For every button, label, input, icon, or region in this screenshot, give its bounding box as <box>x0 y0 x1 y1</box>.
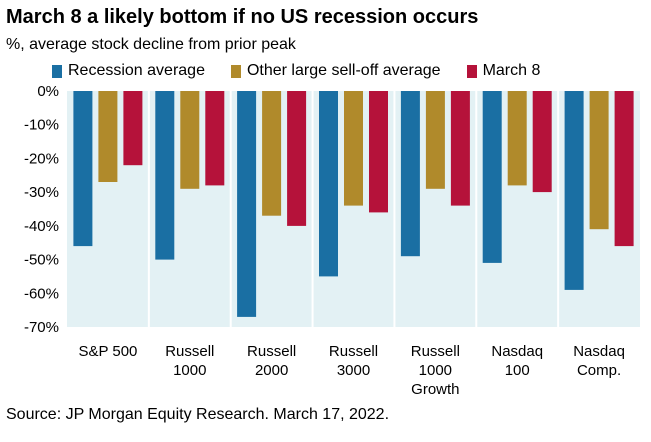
y-tick-label: -20% <box>24 150 59 167</box>
x-category-label: Russell 1000 Growth <box>411 343 460 398</box>
bar-other-selloff-3 <box>344 91 363 206</box>
y-tick-label: -60% <box>24 285 59 302</box>
x-axis-labels: S&P 500 Russell 1000 Russell 2000 Russell 3000… <box>78 343 624 398</box>
x-category-label-line: 100 <box>505 362 530 379</box>
x-category-label-line: S&P 500 <box>78 343 137 360</box>
bars <box>73 91 634 317</box>
x-category-label: Nasdaq 100 <box>491 343 543 379</box>
bar-march-8-0 <box>123 91 143 166</box>
legend: Recession average Other large sell-off a… <box>52 62 566 80</box>
legend-item-recession: Recession average <box>52 62 205 80</box>
y-tick-label: -10% <box>24 117 59 134</box>
bar-recession-0 <box>73 91 93 247</box>
legend-swatch-recession <box>52 64 62 78</box>
x-category-label: S&P 500 <box>78 343 137 360</box>
y-tick-label: 0% <box>37 83 59 100</box>
bar-march-8-6 <box>614 91 634 247</box>
legend-label-march-8: March 8 <box>482 62 541 79</box>
bar-other-selloff-6 <box>589 91 609 230</box>
source-note: Source: JP Morgan Equity Research. March… <box>6 406 390 423</box>
group-separators <box>147 91 560 327</box>
x-category-label: Russell 2000 <box>247 343 296 379</box>
x-category-label-line: Russell <box>247 343 296 360</box>
x-category-label-line: Comp. <box>577 362 621 379</box>
x-category-label-line: 2000 <box>255 362 288 379</box>
bar-other-selloff-0 <box>98 91 118 182</box>
bar-march-8-4 <box>450 91 470 206</box>
legend-swatch-other-selloff <box>230 64 241 78</box>
x-category-label: Russell 3000 <box>329 343 378 379</box>
bar-other-selloff-2 <box>262 91 282 216</box>
x-category-label-line: 1000 <box>419 362 452 379</box>
bar-recession-1 <box>155 91 175 260</box>
x-category-label-line: Russell <box>329 343 378 360</box>
legend-item-march-8: March 8 <box>466 62 541 80</box>
x-category-label-line: 3000 <box>337 362 370 379</box>
y-axis-ticks: 0% -10% -20% -30% -40% -50% -60% -70% <box>24 83 59 336</box>
bar-other-selloff-4 <box>425 91 445 189</box>
bar-march-8-2 <box>287 91 307 226</box>
legend-label-other-selloff: Other large sell-off average <box>246 62 441 79</box>
bar-march-8-1 <box>205 91 225 186</box>
bar-recession-5 <box>482 91 502 263</box>
bar-march-8-3 <box>369 91 388 213</box>
y-tick-label: -30% <box>24 184 59 201</box>
y-tick-label: -50% <box>24 252 59 269</box>
x-category-label-line: Russell <box>411 343 460 360</box>
bar-other-selloff-5 <box>507 91 527 186</box>
bar-recession-2 <box>237 91 257 317</box>
bar-other-selloff-1 <box>180 91 200 189</box>
chart-title: March 8 a likely bottom if no US recessi… <box>6 6 479 28</box>
bar-march-8-5 <box>532 91 552 193</box>
bar-recession-3 <box>319 91 338 277</box>
x-category-label-line: Nasdaq <box>491 343 543 360</box>
x-category-label-line: Nasdaq <box>573 343 625 360</box>
x-category-label-line: 1000 <box>173 362 206 379</box>
x-category-label: Russell 1000 <box>165 343 214 379</box>
legend-label-recession: Recession average <box>68 62 205 79</box>
x-category-label-line: Growth <box>411 381 459 398</box>
legend-swatch-march-8 <box>466 64 477 78</box>
y-tick-label: -70% <box>24 319 59 336</box>
x-category-label: Nasdaq Comp. <box>573 343 625 379</box>
bar-recession-4 <box>400 91 420 257</box>
legend-item-other-selloff: Other large sell-off average <box>230 62 441 80</box>
bar-recession-6 <box>564 91 584 290</box>
chart-subtitle: %, average stock decline from prior peak <box>6 36 296 53</box>
x-category-label-line: Russell <box>165 343 214 360</box>
y-tick-label: -40% <box>24 218 59 235</box>
